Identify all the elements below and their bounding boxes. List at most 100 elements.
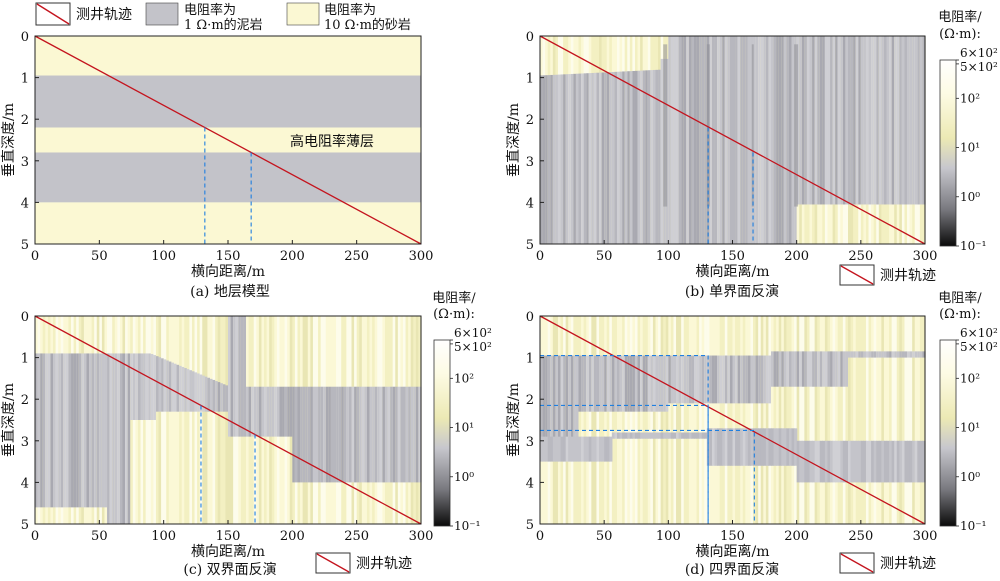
b-inversion-mud-cell: [845, 36, 849, 205]
b-inversion-mud-cell: [688, 36, 693, 244]
a-ylabel: 垂直深度/m: [0, 103, 17, 177]
d-inversion-mud-cell-lower: [568, 436, 572, 462]
d-inversion-mud-cell-lower: [581, 436, 585, 462]
b-colorbar-tick-label: 10¹: [960, 141, 980, 155]
d-inversion-mud-cell: [619, 355, 623, 412]
d-inversion-column: [660, 316, 664, 524]
c-inversion-mud-cell: [271, 386, 275, 437]
c-inversion-mud-cell: [235, 316, 239, 437]
c-inversion-mud-cell: [107, 353, 111, 524]
d-inversion-column: [917, 316, 921, 524]
d-inversion-column: [747, 316, 752, 524]
d-inversion-column: [853, 316, 857, 524]
d-inversion-mud-cell-lower: [593, 436, 598, 462]
b-inversion-mud-cell: [699, 36, 703, 244]
c-ytick-label: 0: [21, 310, 29, 325]
c-inversion-mud-cell: [302, 386, 306, 483]
d-inversion-column: [763, 316, 767, 524]
d-inversion-mud-cell-lower: [678, 432, 682, 439]
c-inversion-column: [202, 316, 206, 524]
b-colorbar-tick-label: 10⁰: [960, 190, 980, 204]
c-inversion-column: [217, 316, 221, 524]
d-inversion-mud-cell-lower: [681, 432, 685, 439]
d-inversion-mud-cell: [547, 355, 551, 454]
d-inversion-mud-cell: [581, 355, 585, 412]
c-inversion-mud-cell: [397, 386, 402, 483]
c-inversion-mud-cell: [127, 353, 131, 524]
d-inversion-mud-cell: [586, 355, 590, 412]
b-inversion-mud-cell: [894, 36, 898, 205]
b-inversion-mud-cell: [822, 36, 826, 205]
b-inversion-mud-cell: [806, 36, 811, 205]
c-inversion-mud-cell: [230, 316, 234, 437]
c-inversion-mud-cell: [135, 353, 139, 420]
d-inversion-mud-cell: [634, 355, 639, 412]
d-inversion-mud-cell-lower: [812, 440, 816, 483]
d-ytick-label: 5: [526, 518, 534, 533]
d-inversion-mud-cell: [845, 351, 849, 387]
d-inversion-column: [732, 316, 736, 524]
c-inversion-mud-cell: [261, 386, 265, 437]
c-inversion-mud-cell: [374, 386, 378, 483]
d-inversion-mud-cell-lower: [540, 436, 544, 462]
d-colorbar-tick-label: 10⁻¹: [960, 519, 986, 533]
d-inversion-mud-cell-lower: [683, 432, 687, 439]
d-inversion-column: [919, 316, 924, 524]
d-inversion-column: [848, 316, 852, 524]
c-inversion-mud-cell: [109, 353, 113, 524]
a-ytick-label: 1: [21, 72, 29, 87]
c-inversion-column: [186, 316, 190, 524]
c-legend-well-icon: [316, 553, 350, 573]
d-inversion-column: [883, 316, 888, 524]
b-inversion-mud-cell: [914, 36, 918, 205]
a-xlabel: 横向距离/m: [191, 263, 265, 280]
b-inversion-mud-cell: [578, 73, 582, 244]
d-inversion-column: [914, 316, 918, 524]
d-inversion-column: [886, 316, 890, 524]
b-inversion-mud-cell: [840, 36, 844, 205]
b-inversion-mud-cell: [812, 36, 816, 205]
d-inversion-mud-cell: [593, 355, 598, 412]
d-inversion-mud-cell-lower: [883, 440, 888, 483]
d-inversion-column: [912, 316, 916, 524]
d-inversion-mud-cell-lower: [901, 440, 906, 483]
d-inversion-column: [860, 316, 864, 524]
d-inversion-mud-cell: [799, 351, 803, 387]
b-inversion-mud-cell: [722, 36, 726, 244]
d-inversion-mud-cell-lower: [909, 440, 913, 483]
c-inversion-mud-cell: [222, 384, 227, 412]
d-inversion-mud-cell: [917, 351, 921, 358]
b-inversion-mud-cell: [801, 36, 805, 205]
d-inversion-mud-cell-lower: [673, 432, 677, 439]
b-inversion-mud-cell: [788, 36, 793, 244]
d-inversion-column: [591, 316, 595, 524]
b-dark-streak-3: [751, 44, 754, 207]
d-inversion-mud-cell-lower: [855, 440, 859, 483]
b-ytick-label: 3: [526, 155, 534, 170]
d-inversion-mud-cell: [560, 355, 564, 454]
d-inversion-column: [655, 316, 659, 524]
d-inversion-mud-cell: [914, 351, 918, 358]
b-inversion-mud-cell: [683, 36, 687, 244]
d-inversion-column: [699, 316, 703, 524]
d-inversion-mud-cell: [550, 355, 554, 454]
b-inversion-mud-cell: [763, 36, 767, 244]
d-inversion-column: [735, 316, 739, 524]
d-inversion-mud-cell: [773, 351, 777, 387]
d-inversion-mud-cell-lower: [550, 436, 554, 462]
b-inversion-mud-cell: [858, 36, 862, 205]
d-inversion-mud-cell: [545, 355, 549, 454]
d-inversion-column: [901, 316, 906, 524]
b-inversion-mud-cell: [609, 72, 613, 244]
c-inversion-mud-cell: [71, 353, 75, 508]
b-inversion-mud-cell: [917, 36, 921, 205]
c-xlabel: 横向距离/m: [191, 543, 265, 560]
b-inversion-mud-cell: [645, 70, 649, 245]
d-inversion-mud-cell: [873, 351, 877, 358]
b-ytick-label: 4: [526, 196, 534, 211]
c-inversion-mud-cell: [238, 316, 242, 437]
c-ytick-label: 1: [21, 352, 29, 367]
b-inversion-mud-cell: [799, 36, 803, 205]
b-inversion-mud-cell: [629, 71, 633, 244]
b-inversion-mud-cell: [552, 74, 556, 244]
